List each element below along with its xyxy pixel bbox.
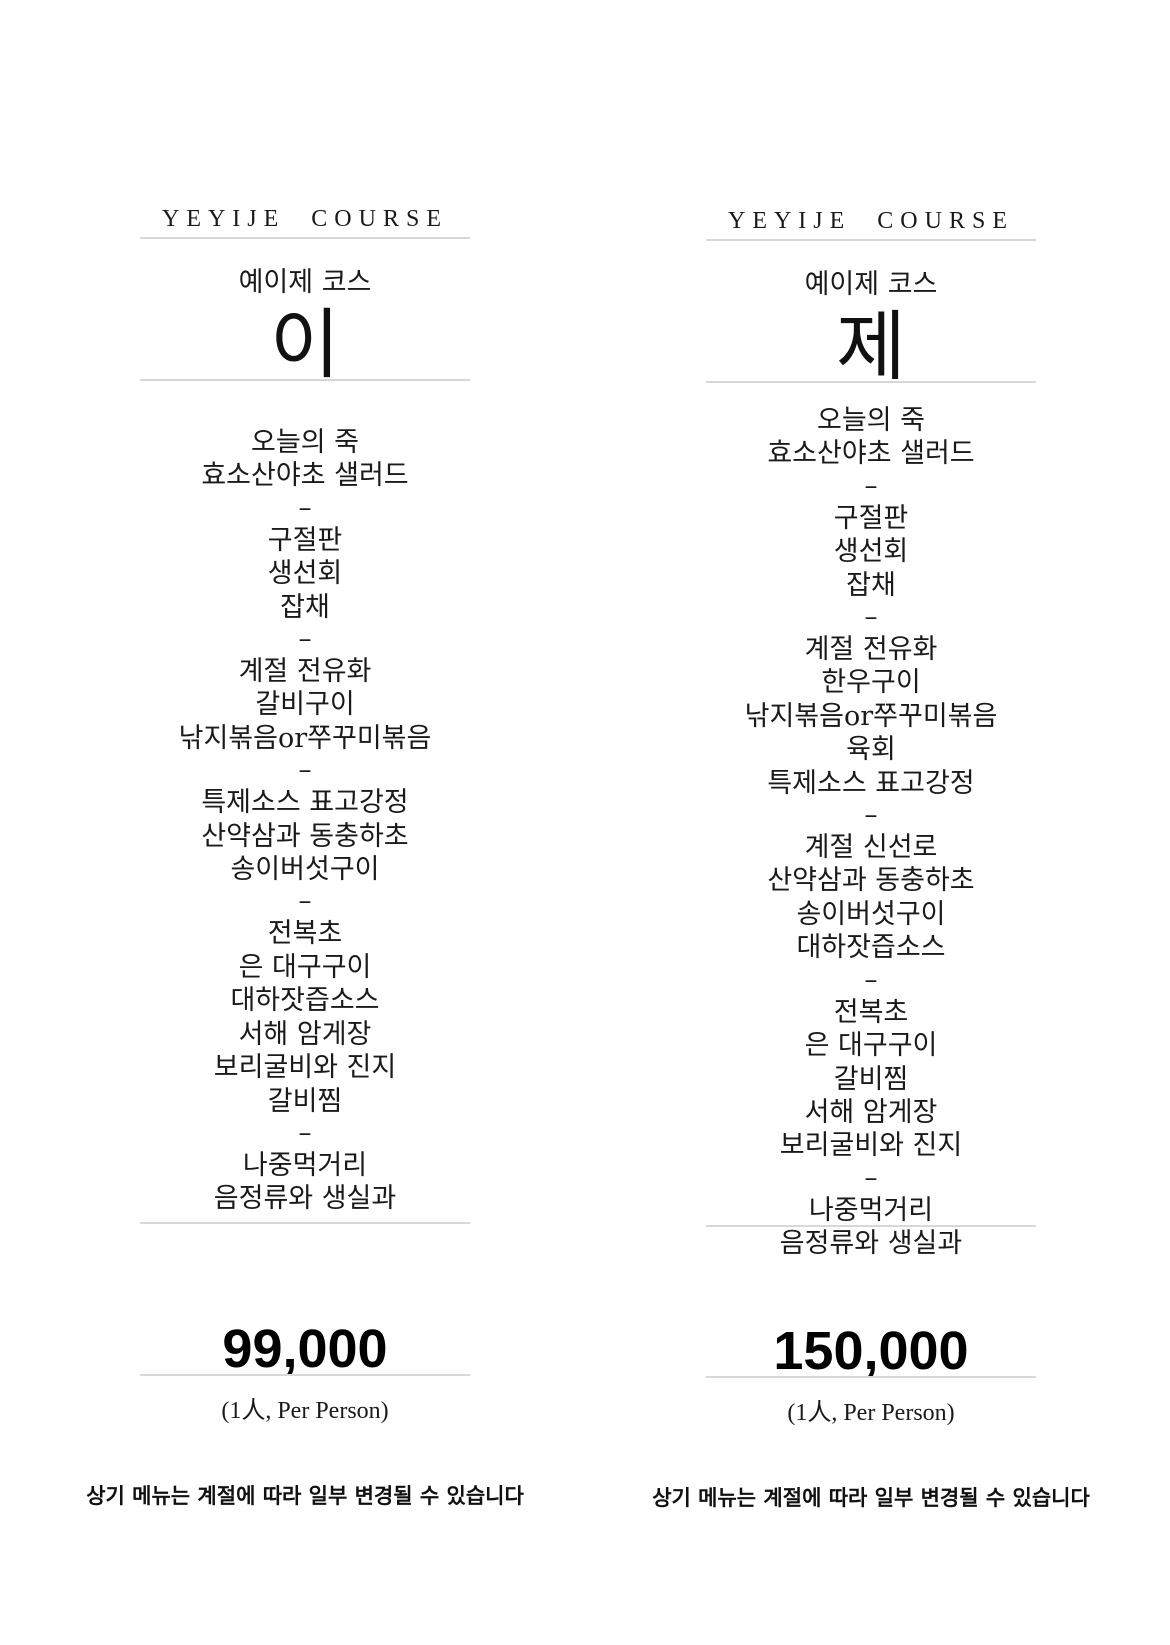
english-course-title: YEYIJE COURSE xyxy=(161,206,448,232)
menu-item: 효소산야초 샐러드 xyxy=(201,460,409,492)
menu-item: 생선회 xyxy=(267,558,343,590)
course-price: 150,000 xyxy=(773,1321,969,1381)
menu-item: 서해 암게장 xyxy=(804,1096,938,1128)
korean-course-title: 예이제 코스 xyxy=(804,269,938,300)
menu-item: 계절 신선로 xyxy=(804,832,938,864)
menu-item: 은 대구구이 xyxy=(804,1030,938,1062)
menu-item: 갈비찜 xyxy=(833,1063,909,1095)
course-menu-right: YEYIJE COURSE 예이제 코스 제 오늘의 죽 효소산야초 샐러드 – 구절… xyxy=(652,0,1090,1645)
menu-item: 잡채 xyxy=(280,591,330,623)
divider xyxy=(140,1222,470,1224)
menu-item: 낚지볶음or쭈꾸미볶음 xyxy=(744,700,998,732)
divider xyxy=(140,379,470,381)
section-separator: – xyxy=(864,1162,878,1193)
course-price: 99,000 xyxy=(222,1319,388,1379)
menu-item: 오늘의 죽 xyxy=(251,427,359,458)
price-unit: (1人, Per Person) xyxy=(787,1400,955,1426)
english-course-title: YEYIJE COURSE xyxy=(727,208,1014,234)
menu-item: 송이버섯구이 xyxy=(796,898,946,930)
menu-item: 대하잣즙소스 xyxy=(796,932,946,964)
section-separator: – xyxy=(298,1117,312,1148)
section-separator: – xyxy=(298,492,312,523)
menu-item: 잡채 xyxy=(846,569,896,601)
menu-item: 구절판 xyxy=(267,524,343,556)
course-item-list: 오늘의 죽 효소산야초 샐러드 – 구절판 생선회 잡채 – 계절 전유화 한우구이 낚지볶음or… xyxy=(706,404,1036,1261)
menu-item: 음정류와 생실과 xyxy=(779,1228,963,1260)
menu-item: 서해 암게장 xyxy=(238,1018,372,1050)
menu-item: 나중먹거리 xyxy=(808,1194,934,1226)
menu-item: 효소산야초 샐러드 xyxy=(767,438,975,470)
course-name-character: 제 xyxy=(836,302,906,391)
menu-item: 육회 xyxy=(846,734,896,766)
menu-item: 갈비구이 xyxy=(255,689,355,721)
divider xyxy=(140,1374,470,1376)
menu-item: 전복초 xyxy=(267,918,343,950)
menu-item: 한우구이 xyxy=(821,667,921,699)
menu-item: 대하잣즙소스 xyxy=(230,985,380,1017)
divider xyxy=(706,1225,1036,1227)
menu-item: 특제소스 표고강정 xyxy=(767,767,975,799)
divider xyxy=(706,381,1036,383)
menu-item: 계절 전유화 xyxy=(238,656,372,688)
menu-item: 송이버섯구이 xyxy=(230,854,380,886)
menu-item: 계절 전유화 xyxy=(804,634,938,666)
korean-course-title: 예이제 코스 xyxy=(238,267,372,298)
section-separator: – xyxy=(298,886,312,917)
menu-change-notice: 상기 메뉴는 계절에 따라 일부 변경될 수 있습니다 xyxy=(86,1484,524,1508)
menu-item: 산약삼과 동충하초 xyxy=(201,820,409,852)
menu-item: 보리굴비와 진지 xyxy=(779,1130,963,1162)
price-unit: (1人, Per Person) xyxy=(221,1398,389,1424)
menu-change-notice: 상기 메뉴는 계절에 따라 일부 변경될 수 있습니다 xyxy=(652,1486,1090,1510)
divider xyxy=(706,1376,1036,1378)
course-name-character: 이 xyxy=(270,300,340,389)
menu-item: 전복초 xyxy=(833,996,909,1028)
menu-item: 구절판 xyxy=(833,502,909,534)
section-separator: – xyxy=(298,624,312,655)
section-separator: – xyxy=(864,964,878,995)
menu-item: 은 대구구이 xyxy=(238,951,372,983)
section-separator: – xyxy=(864,602,878,633)
divider xyxy=(140,237,470,239)
course-menu-left: YEYIJE COURSE 예이제 코스 이 오늘의 죽 효소산야초 샐러드 – 구절… xyxy=(86,0,524,1645)
menu-item: 갈비찜 xyxy=(267,1085,343,1117)
menu-item: 음정류와 생실과 xyxy=(213,1183,397,1215)
menu-item: 보리굴비와 진지 xyxy=(213,1052,397,1084)
menu-item: 오늘의 죽 xyxy=(817,405,925,436)
menu-item: 나중먹거리 xyxy=(242,1149,368,1181)
menu-item: 낚지볶음or쭈꾸미볶음 xyxy=(178,722,432,754)
course-item-list: 오늘의 죽 효소산야초 샐러드 – 구절판 생선회 잡채 – 계절 전유화 갈비구이 낚지볶음or… xyxy=(140,426,470,1216)
divider xyxy=(706,239,1036,241)
section-separator: – xyxy=(864,800,878,831)
section-separator: – xyxy=(298,755,312,786)
menu-item: 산약삼과 동충하초 xyxy=(767,865,975,897)
section-separator: – xyxy=(864,470,878,501)
menu-item: 생선회 xyxy=(833,536,909,568)
menu-item: 특제소스 표고강정 xyxy=(201,787,409,819)
